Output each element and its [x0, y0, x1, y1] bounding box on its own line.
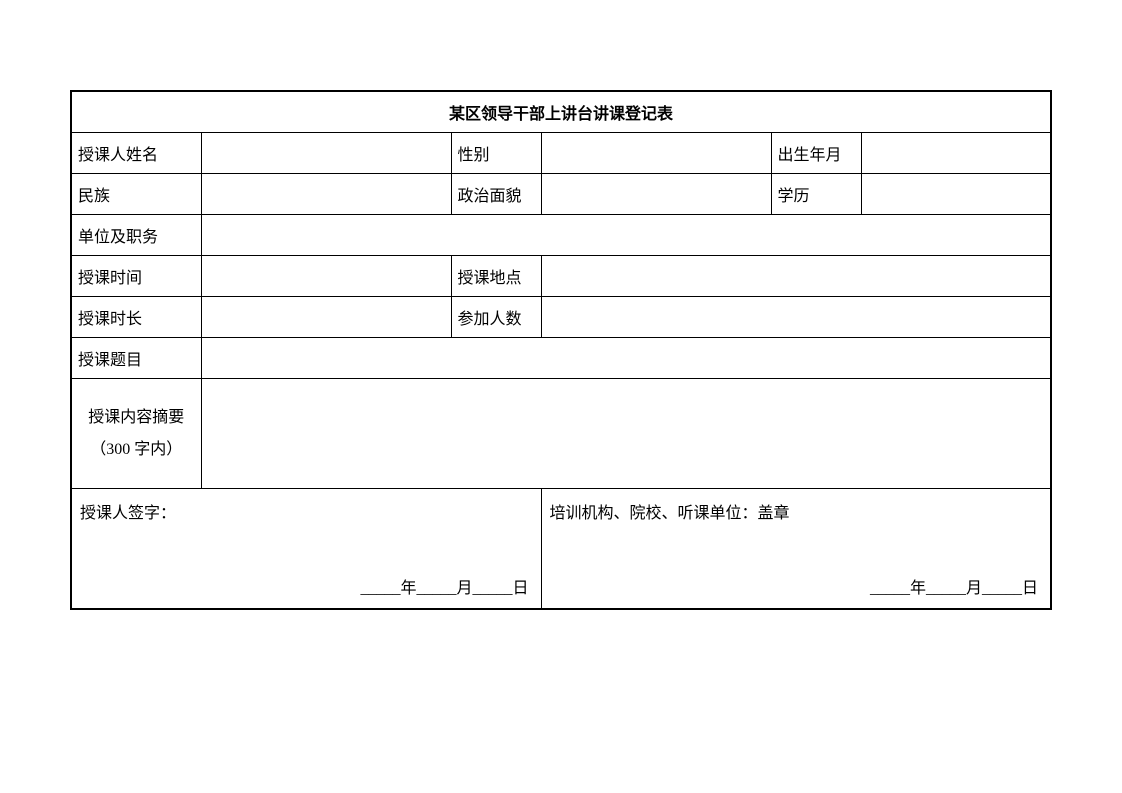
- label-org-stamp: 培训机构、院校、听课单位：盖章: [550, 499, 1043, 523]
- label-birth: 出生年月: [771, 133, 861, 174]
- org-stamp-date: _____年_____月_____日: [870, 574, 1038, 598]
- label-education: 学历: [771, 174, 861, 215]
- value-unit-position[interactable]: [201, 215, 1051, 256]
- value-content-summary[interactable]: [201, 379, 1051, 489]
- value-lecture-topic[interactable]: [201, 338, 1051, 379]
- org-stamp-cell[interactable]: 培训机构、院校、听课单位：盖章 _____年_____月_____日: [541, 489, 1051, 609]
- value-education[interactable]: [861, 174, 1051, 215]
- value-attendees[interactable]: [541, 297, 1051, 338]
- label-political: 政治面貌: [451, 174, 541, 215]
- label-content-summary-line2: （300 字内）: [90, 441, 182, 458]
- value-birth[interactable]: [861, 133, 1051, 174]
- label-lecturer-sign: 授课人签字：: [80, 499, 533, 523]
- value-lecture-time[interactable]: [201, 256, 451, 297]
- label-ethnicity: 民族: [71, 174, 201, 215]
- label-attendees: 参加人数: [451, 297, 541, 338]
- label-unit-position: 单位及职务: [71, 215, 201, 256]
- label-lecture-place: 授课地点: [451, 256, 541, 297]
- value-name[interactable]: [201, 133, 451, 174]
- value-ethnicity[interactable]: [201, 174, 451, 215]
- value-lecture-duration[interactable]: [201, 297, 451, 338]
- value-gender[interactable]: [541, 133, 771, 174]
- registration-form-table: 某区领导干部上讲台讲课登记表 授课人姓名 性别 出生年月 民族 政治面貌 学历 …: [70, 90, 1052, 610]
- label-lecture-duration: 授课时长: [71, 297, 201, 338]
- label-lecture-topic: 授课题目: [71, 338, 201, 379]
- label-name: 授课人姓名: [71, 133, 201, 174]
- label-lecture-time: 授课时间: [71, 256, 201, 297]
- form-title: 某区领导干部上讲台讲课登记表: [71, 91, 1051, 133]
- value-political[interactable]: [541, 174, 771, 215]
- label-content-summary: 授课内容摘要 （300 字内）: [71, 379, 201, 489]
- lecturer-sign-cell[interactable]: 授课人签字： _____年_____月_____日: [71, 489, 541, 609]
- label-content-summary-line1: 授课内容摘要: [88, 409, 184, 426]
- value-lecture-place[interactable]: [541, 256, 1051, 297]
- label-gender: 性别: [451, 133, 541, 174]
- lecturer-sign-date: _____年_____月_____日: [360, 574, 528, 598]
